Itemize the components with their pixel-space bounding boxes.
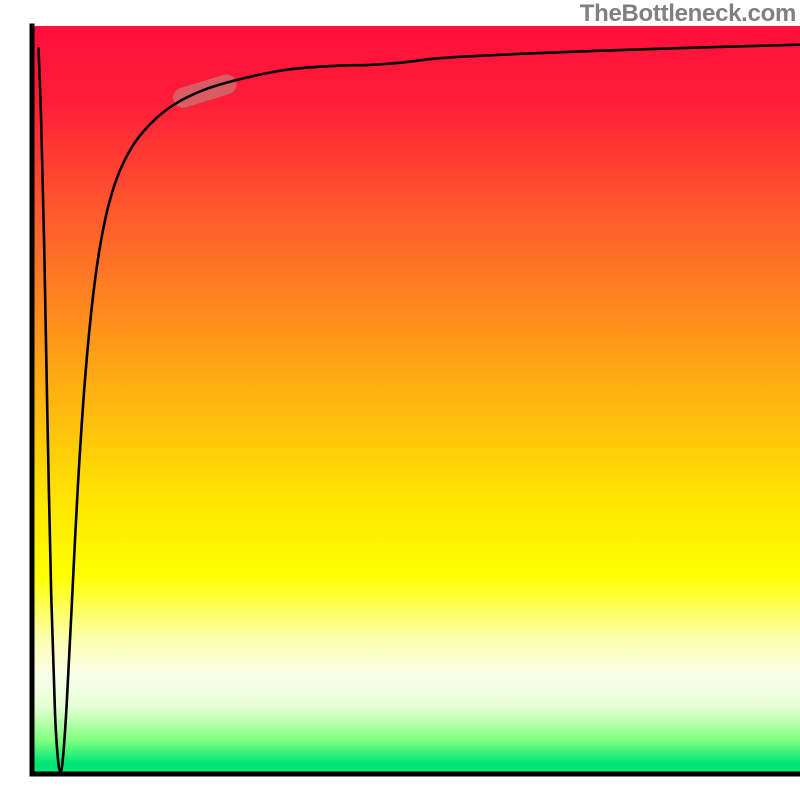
watermark-text: TheBottleneck.com <box>580 0 796 28</box>
chart-background <box>32 26 800 774</box>
chart-stage: TheBottleneck.com <box>0 0 800 800</box>
bottleneck-chart <box>0 0 800 800</box>
